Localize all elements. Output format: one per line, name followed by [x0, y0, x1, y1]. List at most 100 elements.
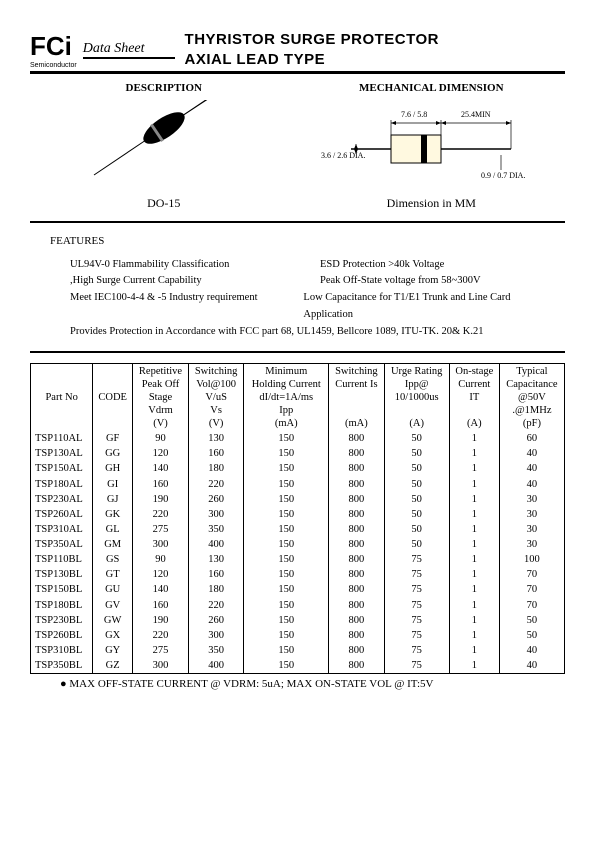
cell-code: GY: [93, 643, 133, 658]
feature-l1: UL94V-0 Flammability Classification: [70, 257, 320, 274]
cell-is: 800: [329, 522, 384, 537]
header: FCi Semiconductor Data Sheet THYRISTOR S…: [30, 30, 565, 74]
cell-vdrm: 300: [133, 658, 189, 674]
th-is: Switching Current Is (mA): [329, 363, 384, 431]
table-row: TSP260BLGX22030015080075150: [31, 628, 565, 643]
cell-cap: 60: [499, 431, 564, 446]
table-row: TSP350ALGM30040015080050130: [31, 537, 565, 552]
feature-r2: Peak Off-State voltage from 58~300V: [320, 273, 481, 290]
mech-top-right: 25.4MIN: [461, 110, 491, 119]
table-row: TSP260ALGK22030015080050130: [31, 507, 565, 522]
cell-vs: 160: [188, 446, 243, 461]
feature-row-1: UL94V-0 Flammability Classification ESD …: [70, 257, 545, 274]
cell-is: 800: [329, 643, 384, 658]
do15-caption: DO-15: [147, 196, 180, 211]
cell-urge: 50: [384, 492, 449, 507]
description-heading: DESCRIPTION: [30, 82, 298, 94]
cell-it: 1: [449, 628, 499, 643]
cell-code: GG: [93, 446, 133, 461]
cell-cap: 40: [499, 477, 564, 492]
cell-it: 1: [449, 477, 499, 492]
cell-vdrm: 220: [133, 628, 189, 643]
table-row: TSP230BLGW19026015080075150: [31, 613, 565, 628]
cell-vdrm: 275: [133, 522, 189, 537]
cell-ipp: 150: [244, 461, 329, 476]
th-code: CODE: [93, 363, 133, 431]
cell-part: TSP180AL: [31, 477, 93, 492]
cell-it: 1: [449, 492, 499, 507]
cell-it: 1: [449, 552, 499, 567]
cell-is: 800: [329, 446, 384, 461]
cell-urge: 50: [384, 537, 449, 552]
cell-is: 800: [329, 567, 384, 582]
cell-it: 1: [449, 461, 499, 476]
cell-urge: 75: [384, 628, 449, 643]
feature-full: Provides Protection in Accordance with F…: [70, 324, 545, 341]
cell-part: TSP150BL: [31, 582, 93, 597]
th-vdrm: Repetitive Peak Off Stage Vdrm (V): [133, 363, 189, 431]
cell-ipp: 150: [244, 431, 329, 446]
cell-cap: 50: [499, 628, 564, 643]
cell-cap: 30: [499, 522, 564, 537]
cell-vdrm: 190: [133, 492, 189, 507]
cell-is: 800: [329, 461, 384, 476]
cell-urge: 75: [384, 567, 449, 582]
cell-vs: 400: [188, 537, 243, 552]
cell-vs: 180: [188, 582, 243, 597]
cell-it: 1: [449, 446, 499, 461]
cell-cap: 50: [499, 613, 564, 628]
cell-urge: 50: [384, 431, 449, 446]
cell-urge: 50: [384, 507, 449, 522]
mechanical-icon: 7.6 / 5.8 25.4MIN 3.6 / 2.6 DIA. 0.9 / 0…: [321, 100, 541, 190]
cell-part: TSP150AL: [31, 461, 93, 476]
cell-code: GU: [93, 582, 133, 597]
cell-urge: 75: [384, 658, 449, 674]
cell-ipp: 150: [244, 446, 329, 461]
cell-it: 1: [449, 658, 499, 674]
cell-ipp: 150: [244, 598, 329, 613]
cell-part: TSP350AL: [31, 537, 93, 552]
cell-vdrm: 90: [133, 431, 189, 446]
cell-urge: 50: [384, 477, 449, 492]
cell-part: TSP260AL: [31, 507, 93, 522]
cell-it: 1: [449, 522, 499, 537]
cell-urge: 50: [384, 461, 449, 476]
logo-subbrand: Semiconductor: [30, 62, 77, 69]
cell-vdrm: 220: [133, 507, 189, 522]
cell-it: 1: [449, 431, 499, 446]
cell-cap: 70: [499, 582, 564, 597]
table-row: TSP130ALGG12016015080050140: [31, 446, 565, 461]
dim-mm-caption: Dimension in MM: [387, 196, 476, 211]
cell-vdrm: 190: [133, 613, 189, 628]
table-row: TSP130BLGT12016015080075170: [31, 567, 565, 582]
cell-vs: 350: [188, 643, 243, 658]
cell-it: 1: [449, 507, 499, 522]
feature-r1: ESD Protection >40k Voltage: [320, 257, 444, 274]
cell-vs: 130: [188, 552, 243, 567]
cell-code: GL: [93, 522, 133, 537]
features-block: FEATURES UL94V-0 Flammability Classifica…: [70, 233, 545, 341]
cell-vdrm: 300: [133, 537, 189, 552]
cell-ipp: 150: [244, 643, 329, 658]
cell-part: TSP230AL: [31, 492, 93, 507]
cell-vs: 180: [188, 461, 243, 476]
cell-part: TSP110BL: [31, 552, 93, 567]
cell-part: TSP310AL: [31, 522, 93, 537]
footnote: ● MAX OFF-STATE CURRENT @ VDRM: 5uA; MAX…: [60, 678, 565, 690]
cell-cap: 30: [499, 492, 564, 507]
mechanical-heading: MECHANICAL DIMENSION: [298, 82, 566, 94]
table-row: TSP310BLGY27535015080075140: [31, 643, 565, 658]
cell-is: 800: [329, 658, 384, 674]
cell-urge: 50: [384, 446, 449, 461]
cell-ipp: 150: [244, 582, 329, 597]
cell-code: GF: [93, 431, 133, 446]
cell-vs: 350: [188, 522, 243, 537]
spec-table: Part No CODE Repetitive Peak Off Stage V…: [30, 363, 565, 675]
cell-vdrm: 160: [133, 598, 189, 613]
mech-top-left: 7.6 / 5.8: [401, 110, 427, 119]
feature-row-2: ,High Surge Current Capability Peak Off-…: [70, 273, 545, 290]
cell-code: GV: [93, 598, 133, 613]
description-diagram: DO-15: [30, 100, 298, 211]
cell-part: TSP130AL: [31, 446, 93, 461]
logo-mark: FCi: [30, 31, 77, 62]
